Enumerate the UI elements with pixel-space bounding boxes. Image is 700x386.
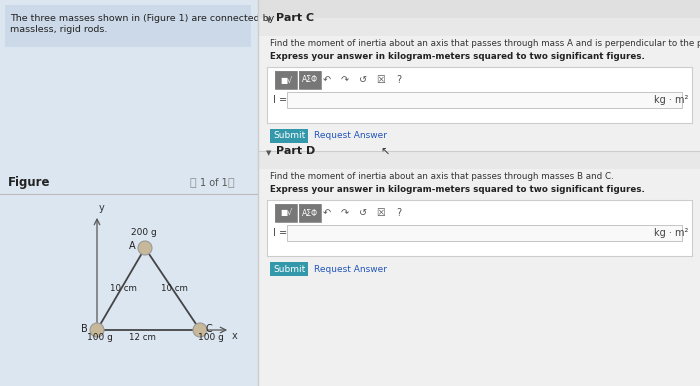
Bar [267, 67, 692, 123]
Circle shape [138, 241, 152, 255]
Text: B: B [81, 324, 88, 334]
Text: I =: I = [273, 95, 287, 105]
Text: ■√: ■√ [280, 208, 292, 217]
Text: ↷: ↷ [341, 208, 349, 218]
Text: Find the moment of inertia about an axis that passes through masses B and C.: Find the moment of inertia about an axis… [270, 172, 614, 181]
Bar [287, 225, 682, 241]
Text: ↺: ↺ [359, 75, 367, 85]
Text: ■√: ■√ [280, 76, 292, 85]
Bar [267, 200, 692, 256]
Text: Request Answer: Request Answer [314, 132, 387, 141]
Bar [287, 225, 682, 241]
Text: Submit: Submit [273, 132, 305, 141]
Text: Express your answer in kilogram-meters squared to two significant figures.: Express your answer in kilogram-meters s… [270, 52, 645, 61]
Text: A: A [129, 241, 136, 251]
Text: ?: ? [396, 75, 402, 85]
Bar [0, 0, 258, 386]
Text: ↷: ↷ [341, 75, 349, 85]
Text: ☒: ☒ [377, 75, 386, 85]
Bar [299, 204, 321, 222]
Bar [5, 5, 251, 47]
Text: 12 cm: 12 cm [129, 333, 155, 342]
Bar [258, 0, 700, 18]
Text: ↺: ↺ [359, 208, 367, 218]
Text: 1 of 1: 1 of 1 [200, 178, 228, 188]
Bar [258, 18, 700, 36]
Text: ↖: ↖ [380, 148, 389, 158]
Bar [267, 200, 692, 256]
Text: x: x [232, 331, 238, 341]
Text: ↶: ↶ [323, 208, 331, 218]
Bar [287, 92, 682, 108]
Text: C: C [205, 324, 211, 334]
Circle shape [193, 323, 207, 337]
Text: 〈: 〈 [190, 178, 197, 188]
Bar [275, 204, 297, 222]
Circle shape [90, 323, 104, 337]
Text: y: y [99, 203, 105, 213]
Text: Submit: Submit [273, 264, 305, 274]
Text: 100 g: 100 g [87, 333, 113, 342]
Bar [270, 129, 308, 143]
Text: Part C: Part C [276, 13, 314, 23]
Text: 〉: 〉 [228, 178, 235, 188]
Bar [275, 71, 297, 89]
Text: Request Answer: Request Answer [314, 264, 387, 274]
Text: AΣΦ: AΣΦ [302, 76, 318, 85]
Text: 200 g: 200 g [131, 228, 157, 237]
Bar [270, 262, 308, 276]
Bar [299, 204, 321, 222]
Text: 100 g: 100 g [198, 333, 224, 342]
Text: massless, rigid rods.: massless, rigid rods. [10, 25, 107, 34]
Text: Figure: Figure [8, 176, 50, 189]
Bar [275, 71, 297, 89]
Bar [258, 151, 700, 169]
Text: ↶: ↶ [323, 75, 331, 85]
Bar [287, 92, 682, 108]
Text: ▼: ▼ [266, 17, 272, 23]
Text: 10 cm: 10 cm [110, 284, 137, 293]
Text: ▼: ▼ [266, 150, 272, 156]
Text: ?: ? [396, 208, 402, 218]
Bar [258, 0, 700, 386]
Bar [275, 204, 297, 222]
Bar [267, 67, 692, 123]
Text: Part D: Part D [276, 146, 315, 156]
Text: kg · m²: kg · m² [654, 95, 688, 105]
Text: kg · m²: kg · m² [654, 228, 688, 238]
Text: AΣΦ: AΣΦ [302, 208, 318, 217]
Text: 10 cm: 10 cm [161, 284, 188, 293]
Bar [299, 71, 321, 89]
Text: I =: I = [273, 228, 287, 238]
Text: The three masses shown in (Figure 1) are connected by: The three masses shown in (Figure 1) are… [10, 14, 274, 23]
Text: Express your answer in kilogram-meters squared to two significant figures.: Express your answer in kilogram-meters s… [270, 185, 645, 194]
Text: ☒: ☒ [377, 208, 386, 218]
Text: Find the moment of inertia about an axis that passes through mass A and is perpe: Find the moment of inertia about an axis… [270, 39, 700, 48]
Bar [299, 71, 321, 89]
